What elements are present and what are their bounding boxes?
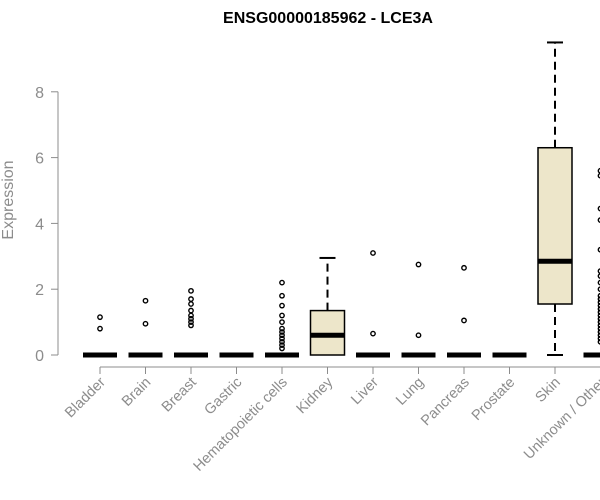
box-group (128, 297, 163, 358)
boxes (83, 41, 600, 358)
x-tick-label: Gastric (202, 375, 246, 419)
outlier-point (97, 314, 103, 321)
outlier-point (597, 268, 600, 274)
outlier-point (597, 172, 600, 179)
outlier-point (188, 296, 194, 302)
outlier-point (597, 167, 600, 174)
outlier-point (597, 325, 600, 332)
outlier-point (279, 292, 285, 299)
outlier-point (597, 332, 600, 339)
outlier-point (188, 312, 194, 319)
outlier-point (188, 322, 194, 329)
box-group (583, 167, 600, 358)
chart-title: ENSG00000185962 - LCE3A (223, 10, 433, 27)
outlier-point (279, 332, 285, 339)
outlier-point (597, 217, 600, 223)
outlier-point (597, 319, 600, 325)
outlier-point (279, 342, 285, 349)
outlier-point (597, 335, 600, 342)
outlier-point (597, 309, 600, 316)
box-group (83, 314, 117, 358)
y-axis: 0 2 4 6 8 (35, 85, 59, 365)
outlier-point (415, 261, 422, 268)
outlier-point (188, 287, 194, 294)
outlier-point (597, 302, 600, 309)
outlier-point (279, 312, 285, 319)
x-tick-label: Pancreas (418, 375, 473, 430)
y-tick-label: 2 (35, 282, 44, 299)
outlier-point (279, 279, 285, 286)
outlier-point (461, 317, 467, 324)
outlier-point (279, 338, 285, 345)
box-group (447, 264, 481, 358)
outlier-point (597, 315, 600, 322)
outlier-point (597, 273, 600, 279)
outlier-point (279, 335, 285, 342)
outlier-point (279, 302, 285, 309)
outlier-point (142, 297, 149, 304)
outlier-point (597, 246, 600, 253)
y-tick-label: 8 (35, 85, 44, 102)
x-tick-label: Prostate (469, 375, 518, 424)
outlier-point (597, 312, 600, 319)
outlier-point (597, 322, 600, 329)
box-group (174, 287, 208, 358)
box-group (356, 250, 390, 358)
outlier-point (279, 345, 285, 352)
outlier-point (188, 301, 194, 307)
outlier-point (415, 332, 422, 339)
x-tick-label: Bladder (62, 374, 109, 421)
outlier-point (597, 329, 600, 335)
x-tick-label: Kidney (294, 374, 337, 417)
outlier-point (142, 320, 149, 327)
outlier-point (597, 205, 600, 212)
x-tick-label: Liver (348, 374, 382, 408)
outlier-point (597, 338, 600, 345)
outlier-point (597, 299, 600, 306)
outlier-point (597, 306, 600, 312)
box-group (265, 279, 299, 358)
outlier-point (97, 325, 103, 332)
box-group (537, 41, 573, 356)
y-tick-label: 4 (35, 216, 44, 233)
outlier-point (188, 319, 194, 325)
x-tick-label: Skin (533, 375, 564, 406)
x-tick-label: Brain (119, 375, 154, 410)
x-tick-label: Breast (159, 375, 200, 416)
outlier-point (597, 292, 600, 299)
outlier-point (597, 279, 600, 286)
outlier-point (597, 286, 600, 293)
outlier-point (279, 325, 285, 332)
outlier-point (188, 307, 194, 314)
box-group (309, 256, 346, 356)
outlier-point (370, 250, 376, 256)
outlier-point (279, 319, 285, 325)
outlier-point (370, 330, 376, 337)
outlier-point (597, 296, 600, 302)
outlier-point (188, 315, 194, 322)
x-tick-label: Lung (393, 375, 427, 409)
y-tick-label: 6 (35, 151, 44, 168)
y-tick-label: 0 (35, 348, 44, 365)
box (537, 146, 573, 305)
outlier-point (279, 329, 285, 335)
box-group (401, 261, 436, 358)
y-axis-label: Expression (0, 160, 17, 239)
outlier-point (461, 264, 467, 271)
